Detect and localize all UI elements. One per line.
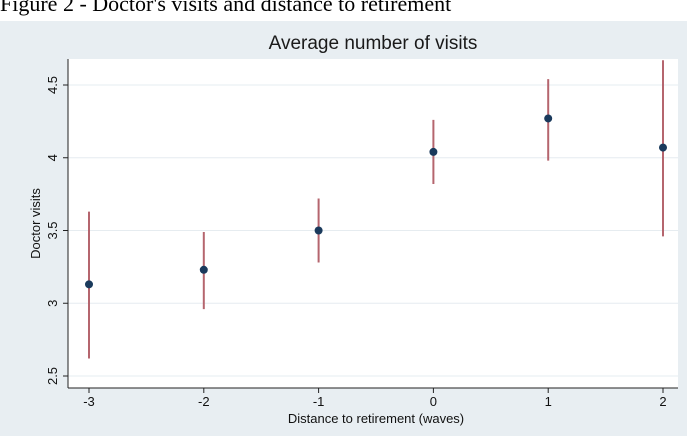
y-tick-label: 2.5: [45, 367, 60, 385]
chart-title: Average number of visits: [269, 33, 478, 54]
data-points: [85, 114, 667, 289]
data-point: [429, 147, 438, 156]
y-axis-label: Doctor visits: [28, 188, 43, 259]
x-tick-label: -3: [83, 394, 95, 409]
data-point: [659, 143, 667, 152]
grid-lines: [68, 84, 678, 377]
chart-figure: -3 -2 -1 0 1 2 2.5 3 3.5 4 4.5 Average number of …: [0, 21, 687, 436]
y-tick-label: 3: [45, 300, 60, 307]
y-tick-label: 4.5: [45, 76, 60, 94]
y-axis: 2.5 3 3.5 4 4.5: [45, 59, 69, 388]
x-tick-label: -1: [313, 394, 325, 409]
figure-caption: Figure 2 - Doctor's visits and distance …: [0, 0, 452, 16]
x-tick-label: -2: [198, 394, 210, 409]
y-tick-label: 3.5: [45, 221, 60, 239]
data-point: [199, 265, 208, 274]
data-point: [314, 226, 323, 235]
x-tick-label: 1: [545, 394, 552, 409]
x-tick-label: 0: [430, 394, 437, 409]
x-axis: -3 -2 -1 0 1 2: [68, 387, 678, 409]
plot-area: [68, 59, 678, 388]
scatter-chart: -3 -2 -1 0 1 2 2.5 3 3.5 4 4.5 Average number of …: [28, 33, 678, 426]
x-tick-label: 2: [659, 394, 666, 409]
data-point: [85, 280, 93, 289]
y-tick-label: 4: [45, 154, 60, 161]
x-axis-label: Distance to retirement (waves): [288, 411, 464, 426]
data-point: [544, 114, 553, 123]
